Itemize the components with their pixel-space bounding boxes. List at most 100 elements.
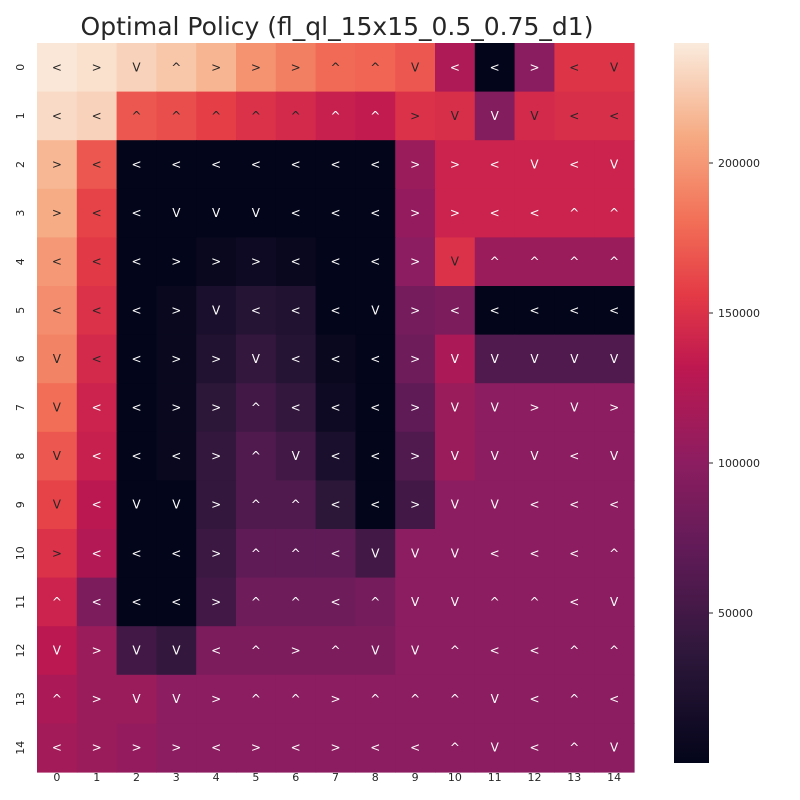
heatmap-cell [395,140,436,190]
heatmap-cell [435,43,476,93]
policy-arrow: ^ [330,60,340,74]
policy-arrow: V [53,644,62,658]
heatmap-cell [594,43,635,93]
heatmap-cell [435,91,476,141]
heatmap-cell [355,286,396,336]
policy-arrow: > [92,741,102,755]
policy-arrows: < > V ^ > > > ^ ^ V < < > < V < < ^ ^ ^ ^ ^ ^ ^ > V V V < < > < < < < < < < < >… [52,60,619,754]
heatmap-cell [76,723,118,773]
heatmap-cell [37,723,78,773]
heatmap-cell [156,480,197,530]
heatmap-cell [37,140,78,190]
heatmap-cell [156,626,197,676]
y-tick-label: 12 [14,644,27,658]
heatmap-cell [76,43,118,93]
heatmap-cell [315,674,356,724]
heatmap-cell [236,674,277,724]
colorbar-tick-label: 50000 [718,607,753,620]
heatmap-cell [355,383,396,433]
policy-arrow: > [410,303,420,317]
y-tick-label: 7 [14,404,27,411]
heatmap-cell [474,140,516,190]
heatmap-cell [236,188,277,238]
policy-arrow: > [52,206,62,220]
heatmap-cell [474,674,516,724]
heatmap-cell [435,431,476,481]
heatmap-cell [554,237,595,287]
policy-arrow: ^ [569,741,579,755]
heatmap-cell [156,529,197,579]
heatmap-cell [196,140,237,190]
x-tick-label: 2 [133,771,140,784]
heatmap-cell [594,188,635,238]
policy-arrow: V [411,644,420,658]
heatmap-cell [116,577,157,627]
policy-arrow: V [530,352,539,366]
heatmap-cell [594,577,635,627]
heatmap-cell [514,577,555,627]
policy-arrow: > [171,255,181,269]
heatmap-cell [156,237,197,287]
heatmap-cell [236,43,277,93]
heatmap-cell [116,286,157,336]
heatmap-cell [355,188,396,238]
heatmap-cell [395,626,436,676]
heatmap-cell [275,431,317,481]
y-tick-label: 8 [14,453,27,460]
policy-arrow: < [529,498,539,512]
heatmap-cell [474,334,516,384]
heatmap-cell [275,626,317,676]
policy-arrow: ^ [291,546,301,560]
policy-arrow: < [410,741,420,755]
policy-arrow: > [211,449,221,463]
policy-arrow: < [171,595,181,609]
policy-arrow: > [330,741,340,755]
policy-arrow: < [330,206,340,220]
heatmap-cell [37,529,78,579]
policy-arrow: > [450,158,460,172]
x-axis: 0 1 2 3 4 5 6 7 8 9 10 11 12 13 14 [53,771,621,784]
policy-arrow: < [370,498,380,512]
heatmap-cell [435,529,476,579]
policy-arrow: < [330,498,340,512]
heatmap-cell [37,188,78,238]
policy-arrow: V [371,546,380,560]
policy-arrow: V [451,255,460,269]
policy-arrow: < [370,741,380,755]
policy-arrow: < [569,595,579,609]
policy-arrow: V [491,692,500,706]
policy-arrow: V [491,401,500,415]
heatmap-cell [514,188,555,238]
policy-arrow: ^ [330,644,340,658]
policy-arrow: < [330,595,340,609]
heatmap-cell [594,431,635,481]
policy-arrow: < [131,595,141,609]
heatmap-cell [395,91,436,141]
policy-arrow: V [292,449,301,463]
policy-arrow: > [211,352,221,366]
heatmap-cell [395,431,436,481]
policy-arrow: > [171,741,181,755]
policy-arrow: ^ [490,255,500,269]
heatmap-cell [554,480,595,530]
heatmap-cell [196,626,237,676]
heatmap-cell [395,334,436,384]
policy-arrow: V [530,158,539,172]
policy-arrow: > [131,741,141,755]
policy-arrow: > [52,546,62,560]
heatmap-cell [474,431,516,481]
heatmap-cell [594,529,635,579]
policy-arrow: < [490,644,500,658]
heatmap-cell [196,43,237,93]
policy-arrow: V [371,303,380,317]
heatmap-cell [236,626,277,676]
policy-arrow: > [410,352,420,366]
heatmap-cell [315,480,356,530]
heatmap-cell [275,237,317,287]
policy-arrow: < [450,60,460,74]
policy-arrow: V [491,741,500,755]
heatmap-cell [514,480,555,530]
policy-arrow: V [53,401,62,415]
heatmap-cell [554,577,595,627]
policy-arrow: < [569,546,579,560]
